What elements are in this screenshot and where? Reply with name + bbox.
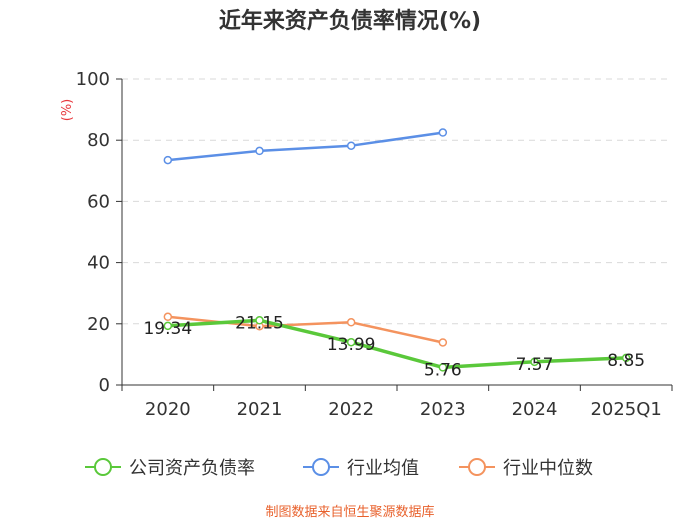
data-point-1 [255, 146, 264, 156]
data-point-0 [530, 357, 539, 367]
data-point-0 [163, 321, 173, 331]
data-point-2 [438, 338, 448, 347]
series-line-0 [167, 318, 627, 370]
legend: 公司资产负债率 行业均值 行业中位数 [85, 458, 593, 479]
y-axis-unit: (%) [60, 99, 75, 122]
x-tick-label: 2021 [237, 399, 283, 420]
data-label: 21.15 [235, 313, 284, 333]
y-tick-label: 0 [99, 375, 110, 396]
y-tick-label: 60 [87, 191, 110, 212]
data-point-0 [621, 353, 631, 363]
legend-label-1: 行业均值 [347, 458, 419, 479]
x-tick-label: 2020 [145, 399, 191, 420]
data-labels: 19.34 21.15 13.99 5.76 7.57 8.85 [143, 313, 645, 380]
x-tick-label: 2022 [328, 399, 374, 420]
legend-marker-2 [468, 458, 486, 476]
legend-label-2: 行业中位数 [503, 458, 593, 479]
y-tick-label: 80 [87, 130, 110, 151]
data-point-2 [163, 312, 173, 322]
data-point-2 [346, 318, 356, 327]
data-label: 7.57 [516, 355, 554, 375]
y-tick-label: 20 [87, 314, 110, 335]
y-axis-ticks: 0 20 40 60 80 100 [76, 69, 122, 396]
legend-marker-0 [94, 458, 112, 476]
data-point-1 [346, 141, 356, 150]
data-point-0 [255, 316, 264, 325]
data-point-1 [163, 155, 173, 165]
data-point-1 [438, 128, 448, 137]
source-note: 制图数据来自恒生聚源数据库 [265, 504, 434, 520]
data-label: 19.34 [143, 319, 192, 339]
series-line-1 [167, 131, 443, 162]
x-tick-label: 2023 [420, 399, 466, 420]
series-layer [163, 128, 631, 372]
x-axis-ticks: 2020 2021 2022 2023 2024 2025Q1 [121, 385, 673, 420]
x-tick-label: 2025Q1 [590, 399, 661, 420]
axes [121, 79, 672, 386]
legend-marker-1 [312, 458, 330, 476]
legend-label-0: 公司资产负债率 [129, 458, 255, 479]
chart-title: 近年来资产负债率情况(%) [219, 8, 481, 34]
data-label: 13.99 [327, 335, 376, 355]
y-tick-label: 100 [76, 69, 110, 90]
x-tick-label: 2024 [512, 399, 558, 420]
data-point-0 [438, 363, 448, 372]
y-tick-label: 40 [87, 253, 110, 274]
data-label: 5.76 [424, 360, 462, 380]
grid-lines [122, 78, 672, 325]
data-label: 8.85 [607, 351, 645, 371]
data-point-0 [346, 337, 356, 347]
